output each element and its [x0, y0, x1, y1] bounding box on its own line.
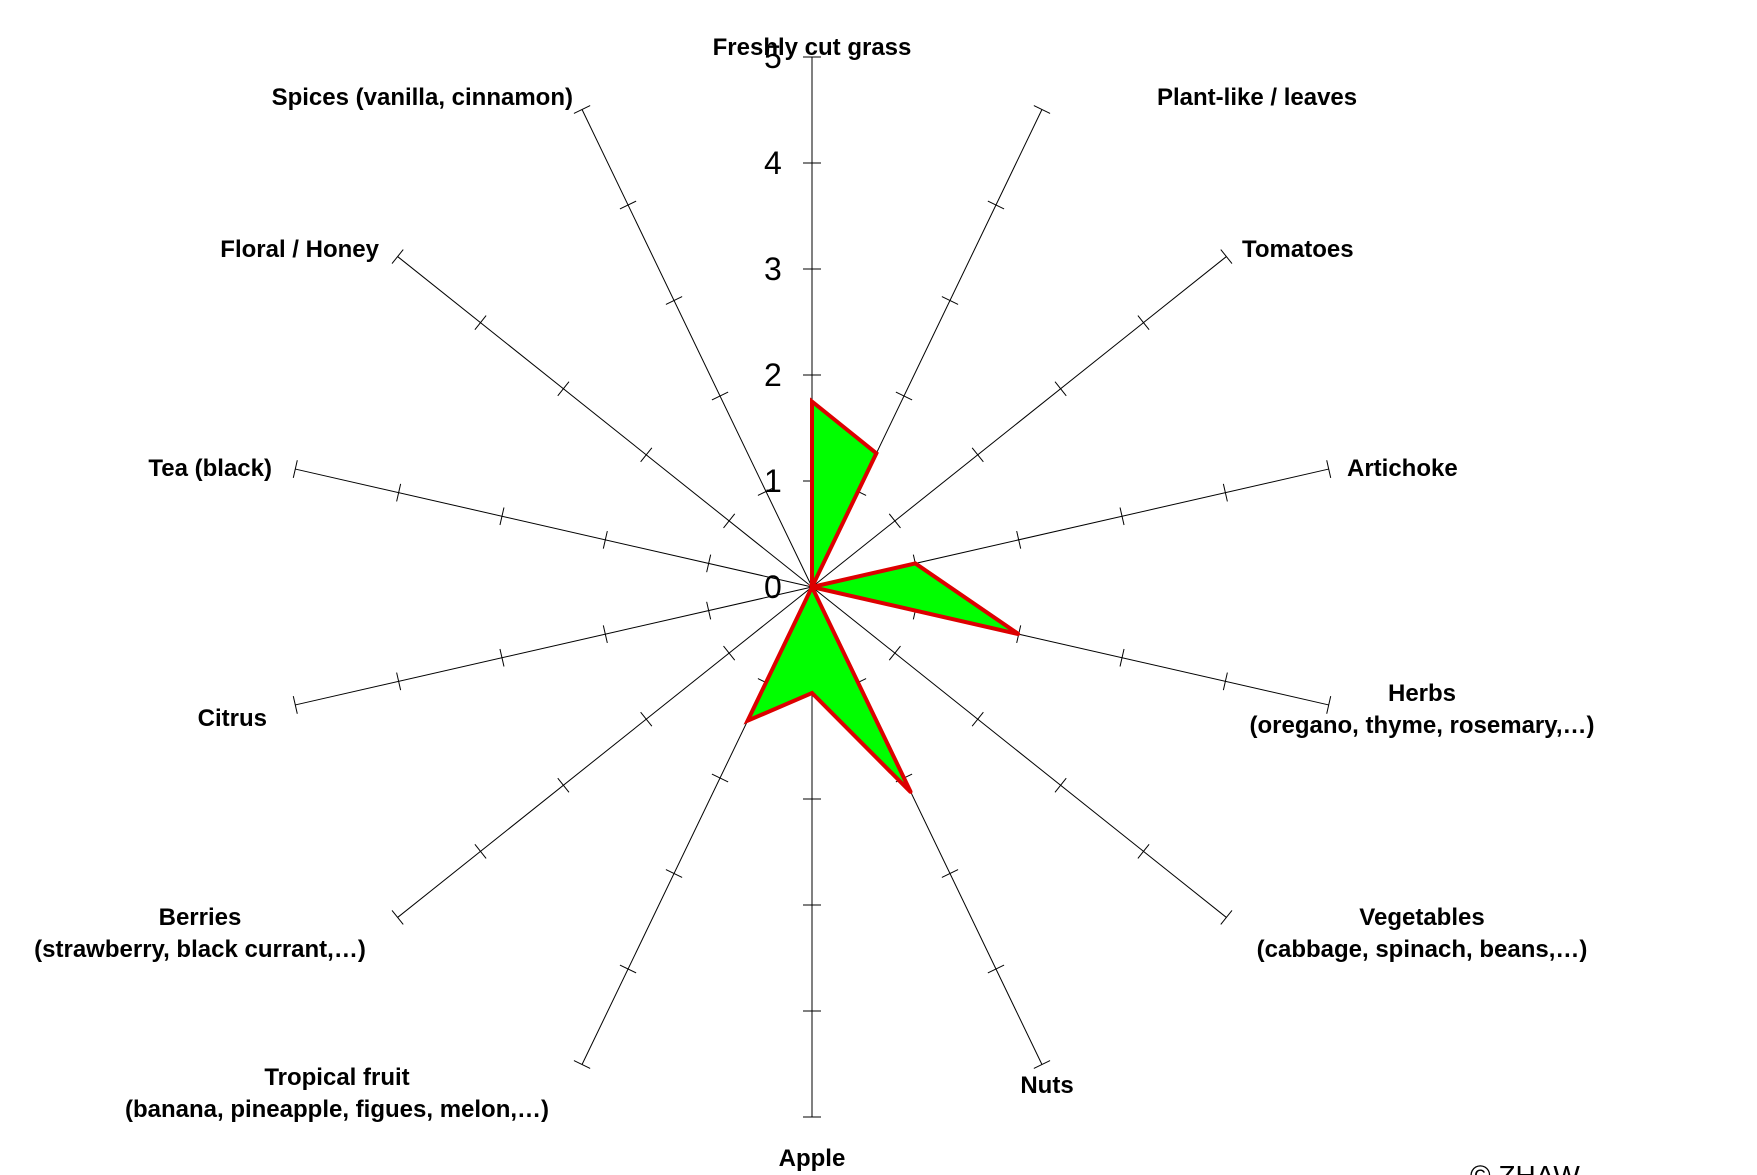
data-point: [810, 691, 814, 695]
axis-label: Artichoke: [1347, 455, 1458, 482]
axis-label: Tropical fruit (banana, pineapple, figues…: [125, 1064, 549, 1123]
tick-label: 0: [764, 569, 782, 605]
axis-label: Tomatoes: [1242, 236, 1354, 263]
axis-tick: [1033, 1060, 1051, 1069]
axis-tick: [711, 391, 729, 401]
axis-tick: [941, 869, 959, 878]
axis-line: [811, 256, 1227, 588]
axis-tick: [474, 315, 487, 330]
axis-tick: [1220, 910, 1233, 925]
axis-tick: [706, 601, 712, 620]
axis-tick: [1222, 672, 1228, 691]
axis-tick: [1054, 777, 1067, 793]
axis-label: Vegetables (cabbage, spinach, beans,…): [1257, 904, 1588, 963]
data-polygon-layer: [743, 397, 1021, 794]
axis-label: Apple: [779, 1145, 846, 1172]
axis-tick: [1326, 696, 1332, 714]
axis-tick: [711, 773, 729, 783]
axis-tick: [557, 777, 570, 793]
axis-tick: [619, 200, 637, 210]
data-point: [913, 561, 917, 565]
axis-tick: [396, 483, 402, 502]
data-point: [909, 790, 913, 794]
data-polygon: [743, 397, 1020, 794]
axis-tick: [888, 645, 901, 661]
axis-tick: [757, 487, 775, 496]
axis-tick: [499, 648, 505, 667]
axis-tick: [474, 844, 487, 859]
tick-label: 2: [764, 357, 782, 393]
axis-tick: [1054, 381, 1067, 397]
axis-tick: [499, 507, 505, 526]
axis-tick: [640, 447, 653, 463]
axis-tick: [1326, 460, 1332, 478]
axis-tick: [1119, 507, 1125, 526]
axis-label: Herbs (oregano, thyme, rosemary,…): [1250, 680, 1595, 739]
data-point: [1017, 632, 1021, 636]
tick-label: 3: [764, 251, 782, 287]
axis-tick: [665, 869, 683, 878]
axis-line: [397, 256, 813, 588]
axis-label: Berries (strawberry, black currant,…): [34, 904, 366, 963]
axis-line: [295, 586, 813, 706]
data-point: [874, 451, 878, 455]
axis-tick: [557, 381, 570, 397]
axis-tick: [665, 296, 683, 305]
axis-tick: [640, 711, 653, 727]
axis-line: [397, 586, 813, 918]
tick-label-layer: 0 1 2 3 4 5: [764, 39, 782, 605]
axis-tick: [987, 964, 1005, 974]
axis-tick: [971, 447, 984, 463]
axis-tick: [602, 625, 608, 644]
copyright-text: © ZHAW: [1470, 1160, 1580, 1175]
axis-label: Freshly cut grass: [713, 34, 912, 61]
axis-tick: [573, 1060, 591, 1069]
axis-tick: [391, 249, 404, 264]
axis-label: Spices (vanilla, cinnamon): [272, 84, 573, 111]
axis-tick: [619, 964, 637, 974]
axis-tick: [1016, 530, 1022, 549]
axis-line: [581, 109, 813, 588]
axis-tick: [391, 910, 404, 925]
axis-tick: [292, 460, 298, 478]
data-point: [746, 719, 750, 723]
axis-tick: [1137, 315, 1150, 330]
data-point: [810, 585, 814, 589]
axis-label: Floral / Honey: [220, 236, 379, 263]
axis-tick: [895, 391, 913, 401]
axis-line: [811, 586, 1227, 918]
axis-tick: [1119, 648, 1125, 667]
axis-tick: [1033, 105, 1051, 114]
axes-layer: [292, 56, 1332, 1118]
axis-label-layer: Freshly cut grass Plant-like / leaves Toma…: [34, 34, 1594, 1172]
axis-tick: [723, 513, 736, 529]
axis-tick: [602, 530, 608, 549]
axis-tick: [941, 296, 959, 305]
tick-label: 1: [764, 463, 782, 499]
axis-label: Plant-like / leaves: [1157, 84, 1357, 111]
tick-label: 4: [764, 145, 782, 181]
axis-line: [295, 468, 813, 588]
data-point: [810, 400, 814, 403]
axis-tick: [1220, 249, 1233, 264]
axis-tick: [888, 513, 901, 529]
axis-label: Tea (black): [148, 455, 272, 482]
axis-tick: [573, 105, 591, 114]
axis-tick: [706, 554, 712, 573]
axis-tick: [292, 696, 298, 714]
tick-label: 5: [764, 39, 782, 75]
axis-tick: [987, 200, 1005, 210]
axis-tick: [396, 672, 402, 691]
axis-tick: [1222, 483, 1228, 502]
axis-tick: [723, 645, 736, 661]
axis-tick: [971, 711, 984, 727]
axis-label: Citrus: [198, 705, 267, 732]
axis-label: Nuts: [1020, 1072, 1073, 1099]
axis-tick: [1137, 844, 1150, 859]
